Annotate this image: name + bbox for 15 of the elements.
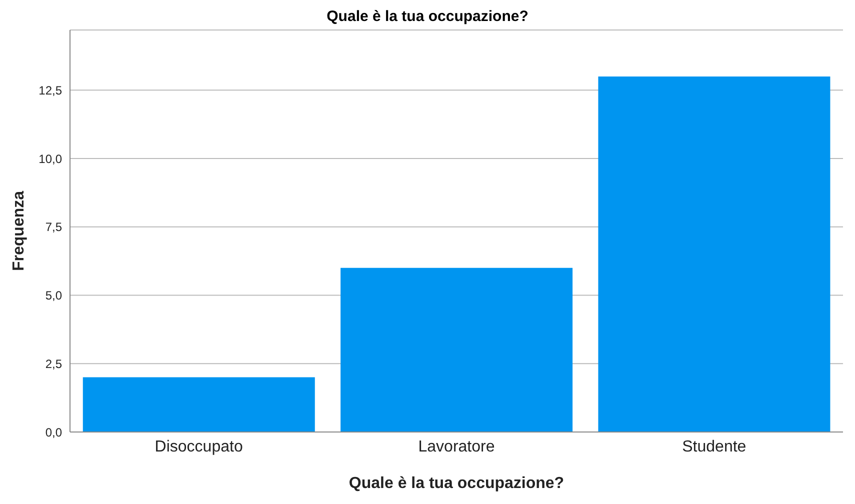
bar	[598, 76, 830, 432]
x-axis-title: Quale è la tua occupazione?	[348, 475, 564, 492]
y-axis-title: Frequenza	[10, 190, 28, 272]
y-tick-label: 7,5	[45, 220, 62, 234]
y-tick-label: 2,5	[45, 356, 62, 371]
y-tick-label: 5,0	[45, 288, 62, 303]
y-tick-label: 10,0	[38, 152, 62, 166]
y-tick-label: 0,0	[45, 425, 62, 440]
x-tick-label: Studente	[682, 438, 746, 456]
x-tick-label: Disoccupato	[154, 438, 243, 456]
y-tick-label: 12,5	[38, 83, 62, 98]
chart-title: Quale è la tua occupazione?	[326, 8, 530, 26]
bar	[340, 268, 573, 432]
bar	[82, 377, 315, 432]
x-tick-label: Lavoratore	[418, 438, 495, 456]
